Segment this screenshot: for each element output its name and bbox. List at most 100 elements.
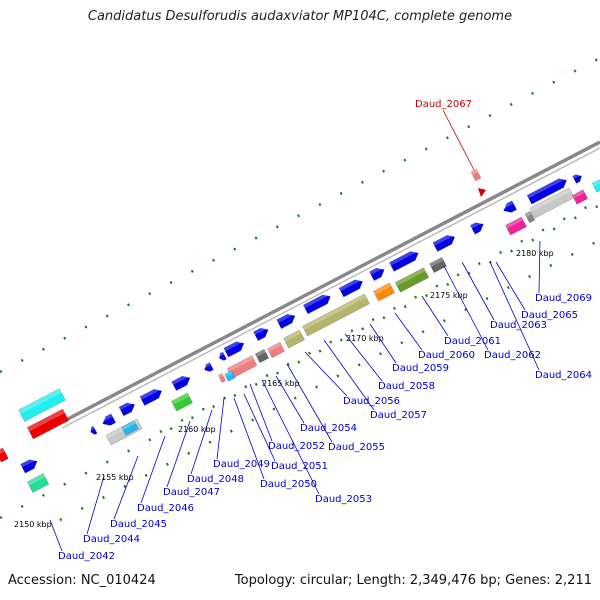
gene-label[interactable]: Daud_2061	[444, 336, 501, 347]
gene-shape[interactable]	[217, 373, 227, 383]
gene-label[interactable]: Daud_2045	[110, 519, 167, 530]
gene-label[interactable]: Daud_2058	[378, 381, 435, 392]
gene-label[interactable]: Daud_2052	[268, 441, 325, 452]
gene-label[interactable]: Daud_2054	[300, 423, 357, 434]
gene-feature[interactable]	[171, 392, 193, 412]
gene-shape[interactable]	[26, 473, 50, 493]
gene-shape[interactable]	[591, 179, 600, 193]
gene-feature[interactable]	[276, 311, 298, 329]
gene-feature[interactable]	[591, 179, 600, 193]
gene-shape[interactable]	[469, 220, 485, 235]
gene-label[interactable]: Daud_2049	[213, 459, 270, 470]
gene-label[interactable]: Daud_2055	[328, 442, 385, 453]
gene-shape[interactable]	[283, 329, 305, 349]
gene-feature[interactable]	[302, 292, 332, 315]
gene-label[interactable]: Daud_2044	[83, 534, 140, 545]
gene-feature[interactable]	[223, 338, 246, 358]
gene-label[interactable]: Daud_2047	[163, 487, 220, 498]
gene-feature[interactable]	[100, 413, 117, 428]
gene-feature[interactable]	[501, 200, 518, 215]
gene-shape[interactable]	[217, 351, 227, 362]
gene-feature[interactable]	[526, 175, 569, 205]
gene-label[interactable]: Daud_2053	[315, 494, 372, 505]
gene-feature[interactable]	[524, 210, 536, 224]
gene-shape[interactable]	[572, 173, 584, 184]
gene-label[interactable]: Daud_2059	[392, 363, 449, 374]
gene-feature[interactable]	[121, 420, 139, 436]
gene-label[interactable]: Daud_2050	[260, 479, 317, 490]
gene-feature[interactable]	[217, 373, 227, 383]
gene-feature[interactable]	[26, 408, 70, 440]
gene-feature[interactable]	[88, 425, 98, 435]
gene-feature[interactable]	[18, 388, 66, 422]
gene-shape[interactable]	[501, 200, 518, 215]
gene-shape[interactable]	[338, 277, 365, 298]
gene-feature[interactable]	[0, 447, 9, 463]
gene-shape[interactable]	[267, 341, 285, 359]
gene-feature[interactable]	[171, 373, 193, 391]
gene-feature[interactable]	[429, 256, 447, 274]
gene-shape[interactable]	[118, 400, 137, 417]
gene-shape[interactable]	[388, 249, 420, 272]
gene-feature[interactable]	[302, 293, 370, 337]
gene-feature[interactable]	[254, 348, 270, 364]
gene-feature[interactable]	[338, 277, 365, 298]
gene-shape[interactable]	[203, 362, 214, 374]
gene-feature[interactable]	[572, 172, 584, 184]
gene-label[interactable]: Daud_2057	[370, 410, 427, 421]
gene-shape[interactable]	[224, 370, 236, 382]
gene-feature[interactable]	[432, 232, 457, 252]
gene-shape[interactable]	[505, 216, 527, 236]
gene-shape[interactable]	[121, 420, 139, 436]
gene-feature[interactable]	[26, 473, 50, 493]
gene-label[interactable]: Daud_2042	[58, 551, 115, 562]
gene-feature[interactable]	[369, 265, 386, 282]
gene-shape[interactable]	[524, 210, 536, 224]
highlight-gene-label[interactable]: Daud_2067	[415, 99, 472, 110]
gene-feature[interactable]	[217, 351, 227, 362]
gene-shape[interactable]	[302, 292, 332, 315]
gene-shape[interactable]	[18, 388, 66, 422]
gene-shape[interactable]	[429, 256, 447, 274]
gene-feature[interactable]	[267, 341, 285, 359]
gene-feature[interactable]	[118, 400, 137, 417]
gene-feature[interactable]	[373, 282, 395, 302]
gene-shape[interactable]	[276, 311, 298, 329]
gene-shape[interactable]	[394, 267, 430, 293]
gene-shape[interactable]	[171, 392, 193, 412]
gene-shape[interactable]	[139, 386, 164, 406]
gene-feature[interactable]	[505, 216, 527, 236]
gene-shape[interactable]	[254, 348, 270, 364]
gene-feature[interactable]	[253, 325, 270, 342]
gene-label[interactable]: Daud_2060	[418, 350, 475, 361]
gene-label[interactable]: Daud_2069	[535, 293, 592, 304]
gene-label[interactable]: Daud_2064	[535, 370, 592, 381]
gene-feature[interactable]	[470, 168, 482, 182]
gene-shape[interactable]	[470, 168, 482, 182]
gene-label[interactable]: Daud_2062	[484, 350, 541, 361]
gene-shape[interactable]	[526, 176, 569, 205]
gene-shape[interactable]	[373, 282, 395, 302]
gene-feature[interactable]	[202, 362, 214, 374]
gene-label[interactable]: Daud_2051	[271, 461, 328, 472]
gene-label[interactable]: Daud_2046	[137, 503, 194, 514]
gene-shape[interactable]	[223, 339, 246, 358]
gene-shape[interactable]	[0, 447, 9, 463]
gene-feature[interactable]	[388, 248, 420, 272]
gene-feature[interactable]	[394, 267, 430, 293]
gene-shape[interactable]	[432, 232, 457, 252]
gene-feature[interactable]	[469, 219, 485, 235]
gene-feature[interactable]	[283, 329, 305, 349]
gene-label[interactable]: Daud_2065	[521, 310, 578, 321]
gene-shape[interactable]	[571, 189, 589, 205]
gene-shape[interactable]	[171, 373, 193, 391]
gene-shape[interactable]	[89, 425, 98, 435]
gene-shape[interactable]	[100, 413, 117, 428]
gene-feature[interactable]	[139, 386, 164, 406]
gene-shape[interactable]	[20, 457, 40, 474]
gene-label[interactable]: Daud_2056	[343, 396, 400, 407]
gene-label[interactable]: Daud_2048	[187, 474, 244, 485]
gene-feature[interactable]	[20, 456, 40, 474]
gene-feature[interactable]	[224, 370, 236, 382]
gene-shape[interactable]	[302, 293, 370, 337]
